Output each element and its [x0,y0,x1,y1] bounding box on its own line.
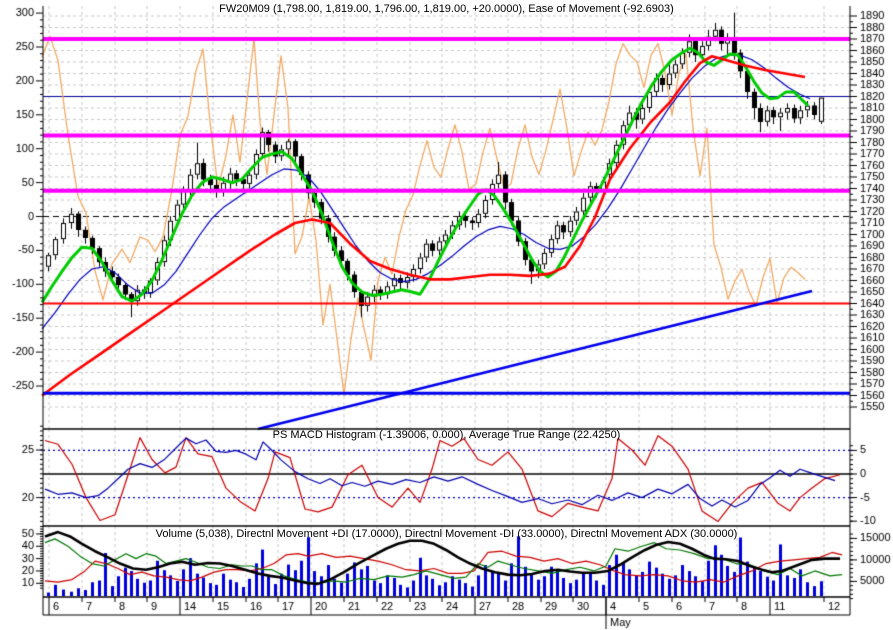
chart-canvas [0,0,893,630]
chart-window: FW20M09 (1,798.00, 1,819.00, 1,796.00, 1… [0,0,893,630]
